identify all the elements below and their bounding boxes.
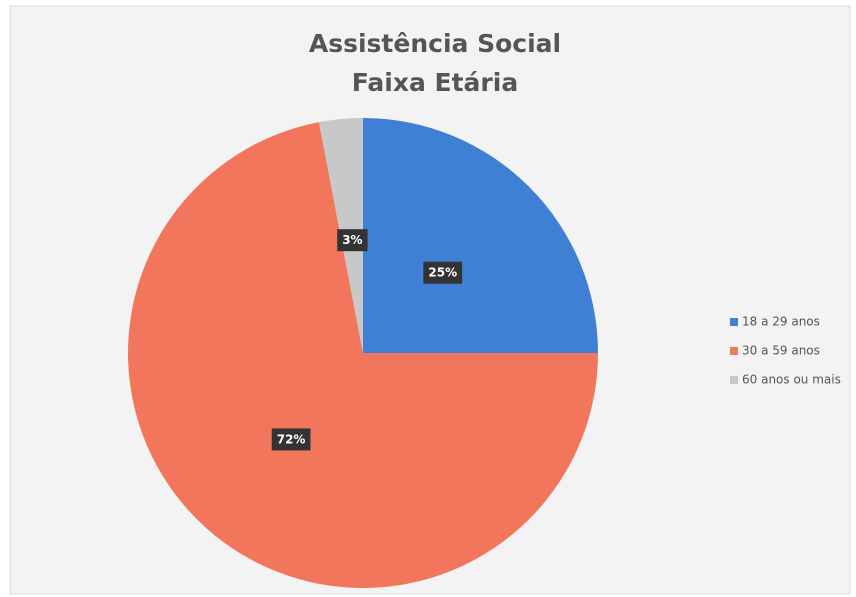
legend-swatch: [730, 318, 738, 326]
value-label: 3%: [342, 233, 362, 247]
value-label-box: [337, 229, 368, 252]
legend-swatch: [730, 376, 738, 384]
chart-subtitle: Faixa Etária: [352, 68, 518, 97]
value-label-box: [271, 428, 311, 451]
legend-text: 18 a 29 anos: [742, 315, 820, 329]
chart-title: Assistência Social: [309, 29, 561, 58]
pie-slice: [127, 122, 598, 589]
legend-swatch: [730, 347, 738, 355]
value-label-box: [423, 261, 463, 284]
pie-slice: [363, 118, 598, 353]
value-label: 72%: [277, 432, 306, 446]
legend-text: 30 a 59 anos: [742, 344, 820, 358]
value-label: 25%: [428, 266, 457, 280]
legend-text: 60 anos ou mais: [742, 373, 841, 387]
